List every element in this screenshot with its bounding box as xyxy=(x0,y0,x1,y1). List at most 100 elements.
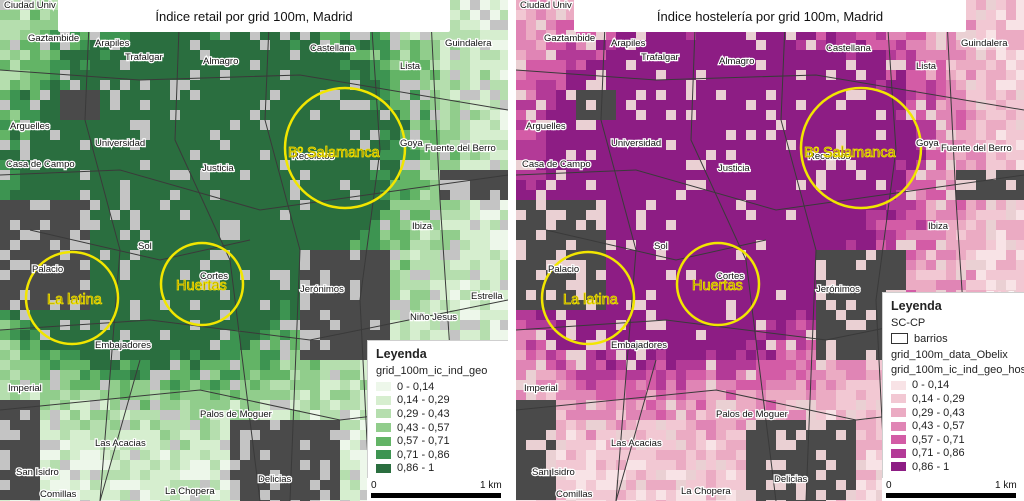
no-data-cell xyxy=(876,340,886,350)
grid-cell xyxy=(180,460,190,470)
grid-cell xyxy=(536,60,546,70)
grid-cell xyxy=(616,70,626,80)
grid-cell xyxy=(160,360,170,370)
grid-cell xyxy=(526,320,536,330)
grid-cell xyxy=(40,130,50,140)
grid-cell xyxy=(776,410,786,420)
grid-cell xyxy=(110,270,120,280)
no-data-cell xyxy=(566,210,576,220)
grid-cell xyxy=(676,110,686,120)
grid-cell xyxy=(786,380,796,390)
grid-cell xyxy=(606,270,616,280)
grid-cell xyxy=(270,150,280,160)
grid-cell xyxy=(90,460,100,470)
no-data-cell xyxy=(240,490,250,500)
grid-cell xyxy=(180,300,190,310)
no-data-cell xyxy=(786,480,796,490)
grid-cell xyxy=(150,290,160,300)
no-data-cell xyxy=(90,110,100,120)
no-data-cell xyxy=(40,210,50,220)
grid-cell xyxy=(656,370,666,380)
grid-cell xyxy=(180,420,190,430)
no-data-cell xyxy=(70,280,80,290)
grid-cell xyxy=(716,410,726,420)
grid-cell xyxy=(756,340,766,350)
grid-cell xyxy=(220,430,230,440)
hosteleria-scale-bar: 0 1 km xyxy=(882,478,1024,501)
grid-cell xyxy=(806,390,816,400)
grid-cell xyxy=(966,40,976,50)
grid-cell xyxy=(140,470,150,480)
grid-cell xyxy=(646,300,656,310)
grid-cell xyxy=(340,110,350,120)
grid-cell xyxy=(626,340,636,350)
grid-cell xyxy=(480,20,490,30)
grid-cell xyxy=(40,470,50,480)
grid-cell xyxy=(220,350,230,360)
grid-cell xyxy=(130,440,140,450)
grid-cell xyxy=(656,180,666,190)
grid-cell xyxy=(526,30,536,40)
grid-cell xyxy=(0,80,10,90)
no-data-cell xyxy=(340,290,350,300)
grid-cell xyxy=(606,70,616,80)
grid-cell xyxy=(806,120,816,130)
no-data-cell xyxy=(796,470,806,480)
grid-cell xyxy=(686,70,696,80)
grid-cell xyxy=(220,360,230,370)
grid-cell xyxy=(546,390,556,400)
no-data-cell xyxy=(546,420,556,430)
grid-cell xyxy=(616,40,626,50)
no-data-cell xyxy=(60,240,70,250)
grid-cell xyxy=(10,350,20,360)
no-data-cell xyxy=(310,320,320,330)
grid-cell xyxy=(656,400,666,410)
grid-cell xyxy=(430,170,440,180)
grid-cell xyxy=(686,280,696,290)
grid-cell xyxy=(596,160,606,170)
grid-cell xyxy=(150,320,160,330)
no-data-cell xyxy=(230,440,240,450)
grid-cell xyxy=(716,260,726,270)
grid-cell xyxy=(966,50,976,60)
grid-cell xyxy=(626,370,636,380)
grid-cell xyxy=(976,280,986,290)
grid-cell xyxy=(996,100,1006,110)
grid-cell xyxy=(440,140,450,150)
grid-cell xyxy=(470,100,480,110)
grid-cell xyxy=(150,470,160,480)
no-data-cell xyxy=(50,290,60,300)
grid-cell xyxy=(100,300,110,310)
grid-cell xyxy=(796,320,806,330)
salamanca-highlight-circle xyxy=(799,86,923,210)
grid-cell xyxy=(310,400,320,410)
grid-cell xyxy=(270,120,280,130)
no-data-cell xyxy=(380,270,390,280)
grid-cell xyxy=(736,480,746,490)
grid-cell xyxy=(776,260,786,270)
grid-cell xyxy=(40,10,50,20)
grid-cell xyxy=(826,220,836,230)
grid-cell xyxy=(736,40,746,50)
no-data-cell xyxy=(260,430,270,440)
no-data-cell xyxy=(360,350,370,360)
grid-cell xyxy=(556,460,566,470)
grid-cell xyxy=(20,70,30,80)
grid-cell xyxy=(120,460,130,470)
no-data-cell xyxy=(556,220,566,230)
grid-cell xyxy=(420,330,430,340)
grid-cell xyxy=(140,110,150,120)
grid-cell xyxy=(736,340,746,350)
grid-cell xyxy=(180,310,190,320)
no-data-cell xyxy=(320,250,330,260)
no-data-cell xyxy=(310,470,320,480)
grid-cell xyxy=(616,450,626,460)
grid-cell xyxy=(440,260,450,270)
grid-cell xyxy=(836,30,846,40)
grid-cell xyxy=(230,180,240,190)
grid-cell xyxy=(170,470,180,480)
grid-cell xyxy=(786,190,796,200)
grid-cell xyxy=(586,160,596,170)
grid-cell xyxy=(716,30,726,40)
grid-cell xyxy=(170,300,180,310)
